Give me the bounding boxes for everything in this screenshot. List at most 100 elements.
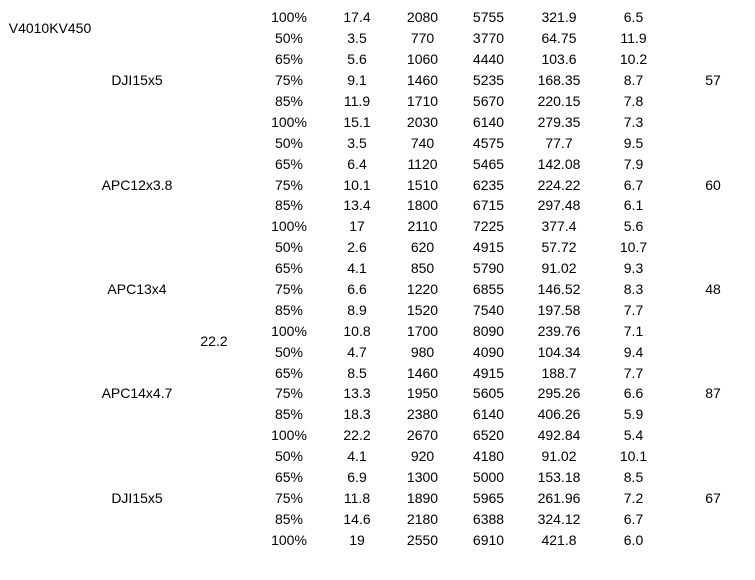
empty-cell xyxy=(671,529,755,550)
data-cell: 4180 xyxy=(472,448,505,465)
empty-cell xyxy=(0,299,100,320)
empty-cell xyxy=(174,216,254,237)
table-row: 85% 14.6 2180 6388 324.12 6.7 xyxy=(0,508,755,529)
data-cell: 5.6 xyxy=(347,51,367,68)
data-cell: 75% xyxy=(274,385,304,402)
data-cell: 980 xyxy=(410,343,435,360)
table-row: 50% 3.5 770 3770 64.75 11.9 xyxy=(0,28,755,49)
data-cell: 3.5 xyxy=(347,30,367,47)
empty-cell xyxy=(671,467,755,488)
data-cell: 6.7 xyxy=(623,510,644,527)
data-cell: 104.34 xyxy=(537,343,581,360)
data-cell: 3770 xyxy=(472,30,505,47)
data-cell: 142.08 xyxy=(537,155,581,172)
empty-cell xyxy=(100,49,174,70)
data-cell: 1710 xyxy=(406,93,439,109)
data-cell: 10.2 xyxy=(619,51,648,68)
data-cell: 6140 xyxy=(472,406,505,423)
data-cell: 6388 xyxy=(472,510,505,527)
empty-cell xyxy=(671,28,755,49)
table-row: 22.2 100% 10.8 1700 8090 239.76 7.1 xyxy=(0,320,755,348)
temp-cell: 57 xyxy=(705,72,721,89)
empty-cell xyxy=(100,7,174,28)
empty-cell xyxy=(100,299,174,320)
empty-cell xyxy=(0,216,100,237)
empty-cell xyxy=(0,49,100,70)
data-cell: 7.8 xyxy=(623,93,644,109)
empty-cell xyxy=(174,153,254,174)
empty-cell xyxy=(0,153,100,174)
empty-cell xyxy=(0,70,100,91)
data-cell: 1520 xyxy=(406,301,439,318)
empty-cell xyxy=(671,91,755,112)
data-cell: 9.5 xyxy=(623,134,644,151)
table-row: 50% 2.6 620 4915 57.72 10.7 xyxy=(0,237,755,258)
empty-cell xyxy=(100,237,174,258)
data-cell: 85% xyxy=(274,301,304,318)
temp-cell: 67 xyxy=(705,489,721,506)
empty-cell xyxy=(671,216,755,237)
empty-cell xyxy=(174,7,254,28)
empty-cell xyxy=(100,258,174,279)
data-cell: 2670 xyxy=(406,427,439,444)
data-cell: 4.1 xyxy=(347,448,367,465)
table-row: 65% 4.1 850 5790 91.02 9.3 xyxy=(0,258,755,279)
data-cell: 188.7 xyxy=(541,364,577,381)
empty-cell xyxy=(100,467,174,488)
data-cell: 13.3 xyxy=(343,385,371,402)
data-cell: 1120 xyxy=(407,155,438,172)
data-cell: 85% xyxy=(274,197,304,214)
data-cell: 50% xyxy=(274,448,304,465)
empty-cell xyxy=(174,111,254,132)
data-cell: 13.4 xyxy=(343,197,371,214)
empty-cell xyxy=(100,111,174,132)
empty-cell xyxy=(100,508,174,529)
data-cell: 100% xyxy=(271,427,307,444)
empty-cell xyxy=(0,487,100,508)
table-row: 50% 4.7 980 4090 104.34 9.4 xyxy=(0,341,755,362)
empty-cell xyxy=(0,508,100,529)
empty-cell xyxy=(0,404,100,425)
data-cell: 64.75 xyxy=(541,30,577,47)
data-cell: 7.1 xyxy=(623,322,644,339)
data-cell: 2080 xyxy=(406,9,439,26)
empty-cell xyxy=(100,216,174,237)
empty-cell xyxy=(0,174,100,195)
data-cell: 1460 xyxy=(406,364,439,381)
data-cell: 492.84 xyxy=(537,427,581,444)
empty-cell xyxy=(100,153,174,174)
table-row: 50% 4.1 920 4180 91.02 10.1 xyxy=(0,446,755,467)
empty-cell xyxy=(0,425,100,446)
data-cell: 7.9 xyxy=(623,155,644,172)
data-cell: 91.02 xyxy=(541,260,577,277)
data-cell: 77.7 xyxy=(545,134,573,151)
data-cell: 9.1 xyxy=(347,72,367,89)
empty-cell xyxy=(174,467,254,488)
data-cell: 75% xyxy=(274,281,304,298)
data-cell: 57.72 xyxy=(541,239,577,256)
empty-cell xyxy=(0,279,100,300)
data-cell: 5235 xyxy=(472,72,505,89)
data-cell: 6140 xyxy=(472,113,505,130)
empty-cell xyxy=(174,446,254,467)
empty-cell xyxy=(174,258,254,279)
data-cell: 7.2 xyxy=(623,489,644,506)
temp-cell: 87 xyxy=(705,385,721,402)
data-cell: 261.96 xyxy=(537,489,581,506)
data-cell: 297.48 xyxy=(537,197,581,214)
data-cell: 6.6 xyxy=(347,281,367,298)
empty-cell xyxy=(174,425,254,446)
empty-cell xyxy=(671,195,755,216)
data-cell: 8.3 xyxy=(623,281,644,298)
table-row: 100% 17 2110 7225 377.4 5.6 xyxy=(0,216,755,237)
data-cell: 1890 xyxy=(406,489,439,506)
data-cell: 220.15 xyxy=(537,93,581,109)
empty-cell xyxy=(0,195,100,216)
data-cell: 5000 xyxy=(472,469,505,486)
data-cell: 7540 xyxy=(472,301,505,318)
empty-cell xyxy=(671,341,755,362)
data-cell: 7.3 xyxy=(623,113,644,130)
data-cell: 22.2 xyxy=(343,427,371,444)
data-cell: 10.7 xyxy=(619,239,648,256)
empty-cell xyxy=(0,383,100,404)
